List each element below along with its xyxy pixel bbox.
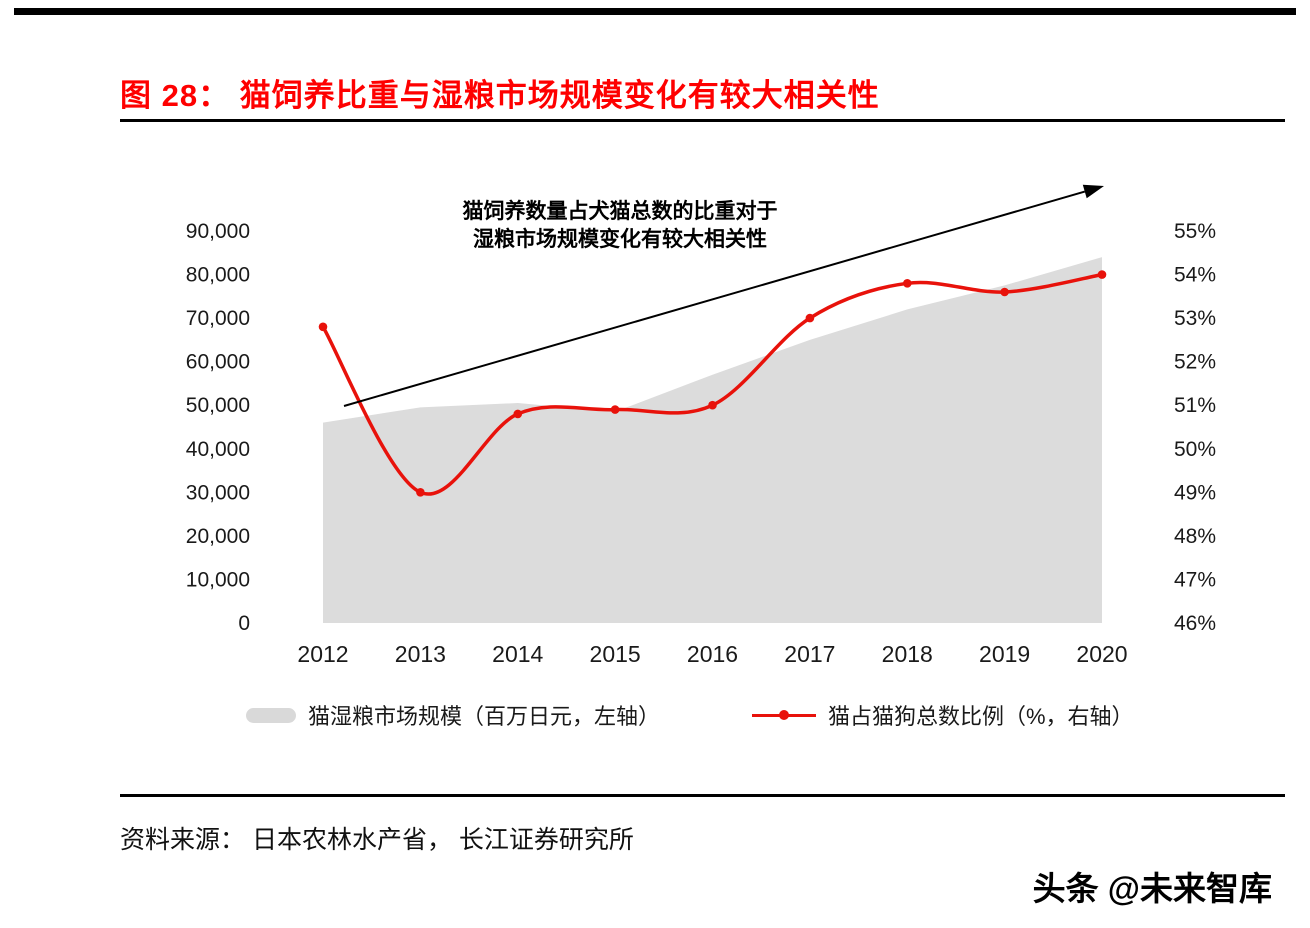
right-axis-tick-label: 49% (1174, 481, 1216, 504)
line-data-point (903, 279, 912, 288)
source-text: 资料来源： 日本农林水产省， 长江证券研究所 (120, 826, 634, 854)
left-axis-tick-label: 90,000 (186, 220, 250, 243)
line-data-point (1000, 287, 1009, 297)
line-data-point (318, 322, 328, 332)
line-data-point (1097, 270, 1107, 279)
left-axis-tick-label: 0 (238, 612, 250, 635)
area-series (323, 257, 1102, 623)
x-axis-tick-label: 2013 (395, 641, 446, 667)
title-divider (120, 119, 1285, 122)
left-axis-tick-label: 10,000 (186, 568, 250, 591)
area-legend-swatch (246, 707, 296, 723)
line-data-point (416, 488, 425, 497)
chart-legend: 猫湿粮市场规模（百万日元，左轴） 猫占猫狗总数比例（%，右轴） (0, 699, 1310, 731)
line-legend-label: 猫占猫狗总数比例（%，右轴） (828, 704, 1134, 729)
left-axis-tick-label: 50,000 (186, 394, 250, 417)
left-axis-tick-label: 20,000 (186, 525, 250, 548)
right-axis-tick-label: 47% (1174, 568, 1216, 591)
x-axis-tick-label: 2012 (297, 641, 348, 667)
legend-item-area: 猫湿粮市场规模（百万日元，左轴） (246, 699, 660, 731)
combo-chart: 0 10,000 20,000 30,000 40,000 50,000 60,000 70,… (186, 184, 1216, 667)
right-axis-tick-label: 52% (1174, 351, 1216, 374)
right-axis-tick-label: 54% (1174, 264, 1216, 287)
x-axis-tick-label: 2015 (590, 641, 641, 667)
left-axis-tick-label: 40,000 (186, 438, 250, 461)
right-axis-tick-label: 55% (1174, 220, 1216, 243)
x-axis-tick-label: 2020 (1076, 641, 1127, 667)
line-data-point (610, 405, 620, 414)
figure-title: 图 28： 猫饲养比重与湿粮市场规模变化有较大相关性 (120, 78, 880, 113)
watermark-text: 头条 @未来智库 (1032, 870, 1272, 907)
x-axis-tick-label: 2018 (882, 641, 933, 667)
line-data-point (805, 313, 815, 323)
annotation-line-2: 湿粮市场规模变化有较大相关性 (473, 228, 767, 251)
x-axis-tick-label: 2019 (979, 641, 1030, 667)
line-legend-swatch (752, 710, 816, 720)
left-axis-tick-label: 70,000 (186, 307, 250, 330)
area-legend-label: 猫湿粮市场规模（百万日元，左轴） (308, 704, 661, 729)
line-legend-dot-icon (779, 710, 789, 720)
x-axis-tick-label: 2014 (492, 641, 543, 667)
line-data-point (513, 409, 523, 419)
right-axis-tick-label: 48% (1174, 525, 1216, 548)
right-axis-tick-label: 53% (1174, 307, 1216, 330)
right-axis-tick-label: 51% (1174, 394, 1216, 417)
top-divider (14, 8, 1296, 15)
chart-annotation: 猫饲养数量占犬猫总数的比重对于 湿粮市场规模变化有较大相关性 (350, 198, 890, 254)
annotation-line-1: 猫饲养数量占犬猫总数的比重对于 (462, 200, 778, 223)
right-axis-tick-label: 50% (1174, 438, 1216, 461)
x-axis-tick-label: 2017 (784, 641, 835, 667)
x-axis-tick-label: 2016 (687, 641, 738, 667)
trend-arrow-line (343, 190, 1086, 407)
left-axis-tick-label: 60,000 (186, 351, 250, 374)
legend-item-line: 猫占猫狗总数比例（%，右轴） (752, 699, 1134, 731)
left-axis-tick-label: 80,000 (186, 264, 250, 287)
source-divider (120, 794, 1285, 797)
line-data-point (708, 400, 717, 410)
trend-arrow-head-icon (1082, 184, 1104, 199)
left-axis-tick-label: 30,000 (186, 481, 250, 504)
right-axis-tick-label: 46% (1174, 612, 1216, 635)
